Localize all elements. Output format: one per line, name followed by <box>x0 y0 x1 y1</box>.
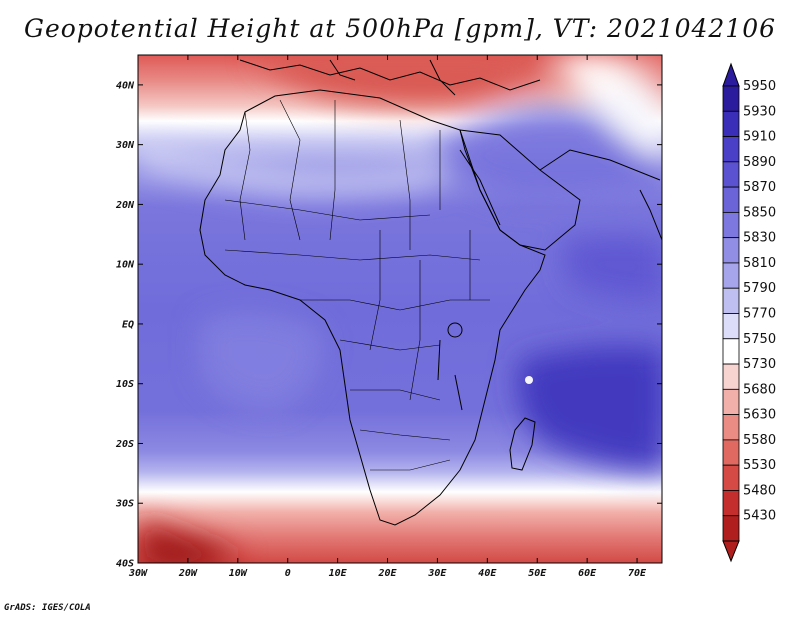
colorbar-arrow-bottom <box>722 540 740 563</box>
colorbar-label: 5580 <box>743 433 776 448</box>
lat-tick-label: EQ <box>122 319 134 330</box>
colorbar-swatch <box>722 237 740 264</box>
colorbar-swatch <box>722 85 740 112</box>
lat-tick-label: 40N <box>116 80 135 91</box>
colorbar-swatch <box>722 211 740 239</box>
map-frame <box>137 54 663 564</box>
lat-tick-label: 20N <box>115 200 135 211</box>
colorbar-arrow-top <box>722 62 740 87</box>
colorbar-swatch <box>722 439 740 466</box>
latitude-axis: 40N 30N 20N 10N EQ 10S 20S 30S 40S <box>115 80 662 570</box>
lat-tick-label: 20S <box>115 439 134 450</box>
colorbar-label: 5930 <box>743 104 776 119</box>
colorbar-swatch <box>722 515 740 542</box>
lon-tick-label: 30E <box>427 568 447 579</box>
lat-tick-label: 10N <box>116 260 135 271</box>
colorbar-label: 5870 <box>743 180 776 195</box>
lat-tick-label: 40S <box>116 559 134 570</box>
lat-tick-label: 10S <box>116 379 134 390</box>
coastlines <box>199 59 662 526</box>
chart-title: Geopotential Height at 500hPa [gpm], VT:… <box>23 14 777 43</box>
colorbar-swatch <box>722 186 740 213</box>
lon-tick-label: 20E <box>377 568 397 579</box>
colorbar-swatch <box>722 414 740 441</box>
colorbar-label: 5830 <box>743 231 776 246</box>
colorbar-label: 5790 <box>743 281 776 296</box>
colorbar-swatch <box>722 161 740 188</box>
country-borders <box>224 99 490 471</box>
colorbar-swatch <box>722 490 740 517</box>
colorbar-swatch <box>722 388 740 416</box>
colorbar-swatch <box>722 262 740 289</box>
colorbar-label: 5430 <box>743 509 776 524</box>
lat-tick-label: 30S <box>115 499 134 510</box>
colorbar-label: 5480 <box>743 483 776 498</box>
colorbar-label: 5950 <box>743 79 776 94</box>
lon-tick-label: 50E <box>528 568 547 579</box>
colorbar-swatch <box>722 110 740 137</box>
colorbar-swatch <box>722 464 740 491</box>
lon-tick-label: 30W <box>128 568 148 579</box>
lon-tick-label: 10W <box>229 568 248 579</box>
colorbar-label: 5890 <box>743 155 776 170</box>
lon-tick-label: 70E <box>628 568 647 579</box>
lon-tick-label: 40E <box>478 568 497 579</box>
lon-tick-label: 10E <box>329 568 348 579</box>
colorbar-swatch <box>722 313 740 340</box>
colorbar-label: 5910 <box>743 130 776 145</box>
colorbar-label: 5680 <box>743 382 776 397</box>
colorbar: 5950 5930 5910 5890 5870 5850 5830 5810 5790 5770… <box>722 62 776 563</box>
colorbar-label: 5730 <box>743 357 776 372</box>
colorbar-swatch <box>722 287 740 314</box>
lon-tick-label: 60E <box>578 568 597 579</box>
colorbar-label: 5630 <box>743 408 776 423</box>
colorbar-swatch <box>722 363 740 390</box>
lon-tick-label: 20W <box>178 568 198 579</box>
lat-tick-label: 30N <box>115 140 135 151</box>
colorbar-swatch <box>722 338 740 365</box>
colorbar-label: 5850 <box>743 205 776 220</box>
colorbar-label: 5810 <box>743 256 776 271</box>
credit-label: GrADS: IGES/COLA <box>4 603 91 613</box>
colorbar-swatch <box>722 136 740 163</box>
lon-tick-label: 0 <box>285 568 291 579</box>
colorbar-label: 5750 <box>743 332 776 347</box>
colorbar-label: 5770 <box>743 307 776 322</box>
colorbar-label: 5530 <box>743 458 776 473</box>
longitude-axis: 30W 20W 10W 0 10E 20E 30E 40E 50E 60E 70E <box>128 55 647 579</box>
geopotential-field <box>138 55 662 563</box>
